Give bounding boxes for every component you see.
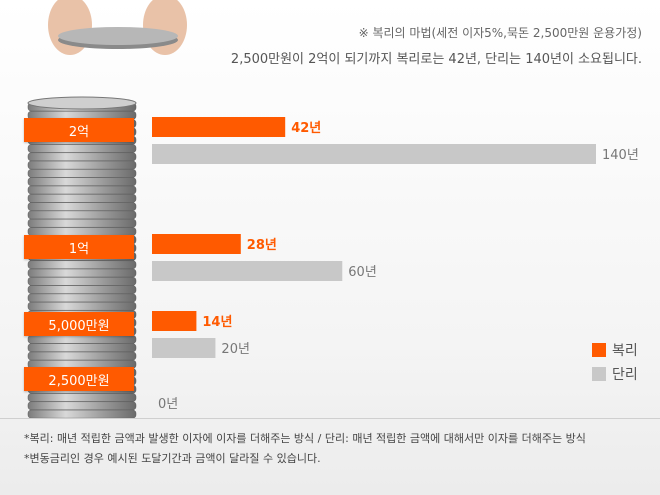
legend-swatch-simple bbox=[592, 367, 606, 381]
data-label-compound: 14년 bbox=[202, 315, 232, 330]
legend-item-simple: 단리 bbox=[592, 364, 638, 384]
legend-label-compound: 복리 bbox=[612, 343, 638, 359]
bar-compound bbox=[152, 311, 197, 331]
bar-simple bbox=[152, 338, 216, 358]
legend-item-compound: 복리 bbox=[592, 340, 638, 360]
category-label: 1억 bbox=[24, 235, 134, 259]
footer-divider bbox=[0, 418, 660, 419]
footnote-method: *복리: 매년 적립한 금액과 발생한 이자에 이자를 더해주는 방식 / 단리… bbox=[24, 432, 586, 445]
category-label: 5,000만원 bbox=[24, 312, 134, 336]
data-label-simple: 140년 bbox=[602, 148, 639, 163]
legend: 복리 단리 bbox=[592, 340, 638, 388]
data-label-simple: 20년 bbox=[221, 342, 250, 357]
bar-compound bbox=[152, 117, 286, 137]
legend-swatch-compound bbox=[592, 343, 606, 357]
legend-label-simple: 단리 bbox=[612, 367, 638, 383]
coin-in-hand-illustration bbox=[48, 0, 187, 55]
assumption-note: ※ 복리의 마법(세전 이자5%,묵돈 2,500만원 운용가정) bbox=[358, 26, 642, 40]
chart-summary: 2,500만원이 2억이 되기까지 복리로는 42년, 단리는 140년이 소요… bbox=[230, 52, 642, 67]
data-label-simple: 0년 bbox=[158, 397, 178, 412]
footnote-variable-rate: *변동금리인 경우 예시된 도달기간과 금액이 달라질 수 있습니다. bbox=[24, 452, 321, 465]
bar-simple bbox=[152, 144, 596, 164]
data-label-simple: 60년 bbox=[348, 265, 377, 280]
data-label-compound: 42년 bbox=[291, 121, 321, 136]
data-label-compound: 28년 bbox=[247, 238, 277, 253]
bar-compound bbox=[152, 234, 241, 254]
category-label: 2,500만원 bbox=[24, 367, 134, 391]
bar-simple bbox=[152, 261, 343, 281]
category-label: 2억 bbox=[24, 118, 134, 142]
